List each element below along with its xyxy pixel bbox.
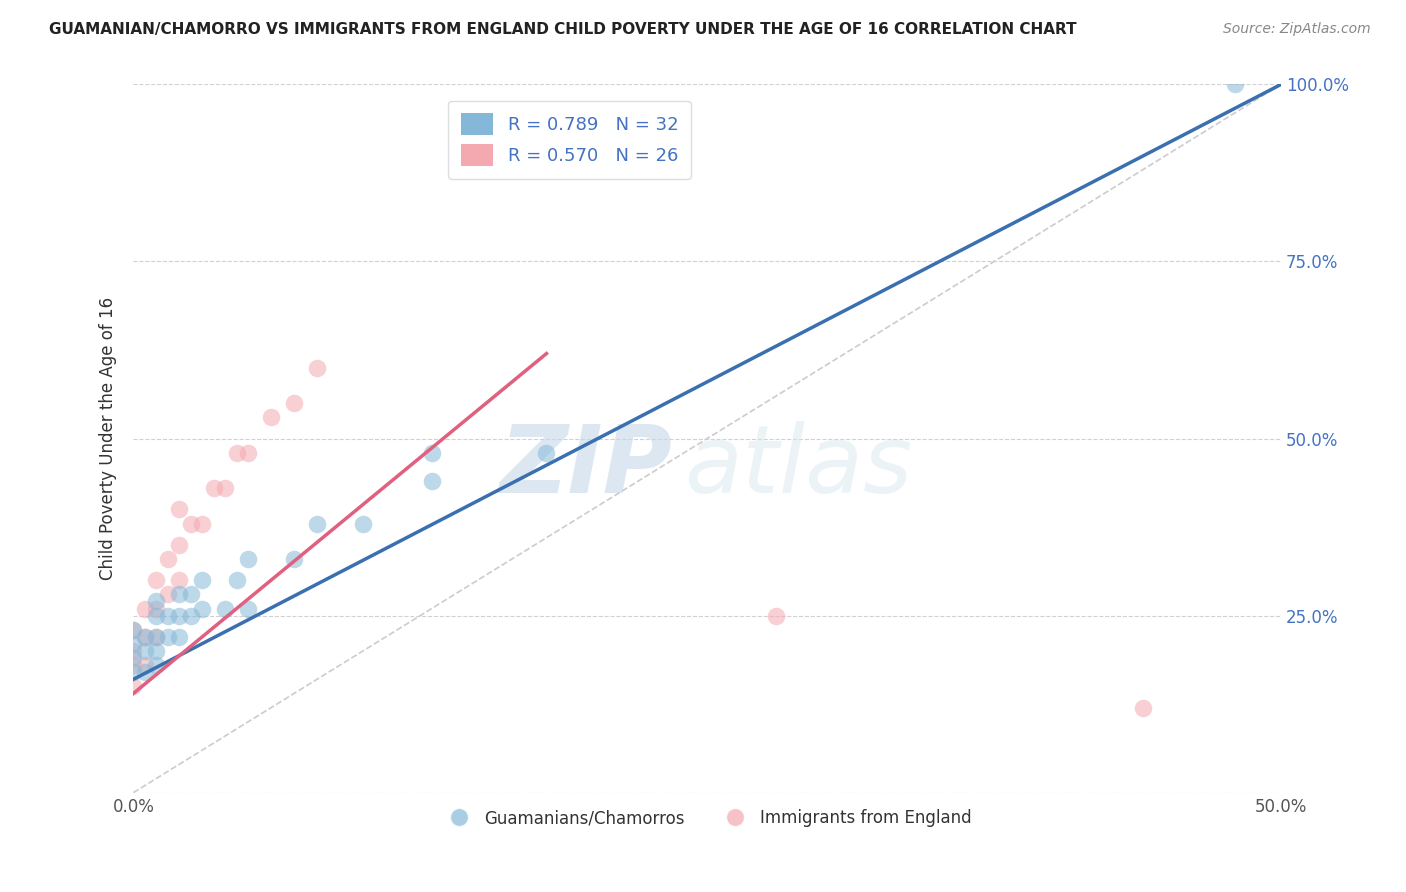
Point bbox=[420, 446, 443, 460]
Point bbox=[134, 630, 156, 644]
Text: GUAMANIAN/CHAMORRO VS IMMIGRANTS FROM ENGLAND CHILD POVERTY UNDER THE AGE OF 16 : GUAMANIAN/CHAMORRO VS IMMIGRANTS FROM EN… bbox=[49, 22, 1077, 37]
Point bbox=[122, 623, 145, 637]
Text: ZIP: ZIP bbox=[501, 421, 672, 513]
Point bbox=[202, 481, 225, 495]
Point bbox=[134, 630, 156, 644]
Point bbox=[122, 623, 145, 637]
Point bbox=[145, 644, 167, 658]
Point bbox=[225, 446, 247, 460]
Point bbox=[156, 552, 179, 566]
Point bbox=[352, 516, 374, 531]
Point bbox=[122, 658, 145, 673]
Point bbox=[305, 516, 328, 531]
Text: Source: ZipAtlas.com: Source: ZipAtlas.com bbox=[1223, 22, 1371, 37]
Point bbox=[180, 608, 202, 623]
Point bbox=[156, 608, 179, 623]
Point bbox=[305, 360, 328, 375]
Point bbox=[191, 573, 214, 587]
Point bbox=[236, 446, 259, 460]
Point bbox=[180, 587, 202, 601]
Legend: Guamanians/Chamorros, Immigrants from England: Guamanians/Chamorros, Immigrants from En… bbox=[436, 803, 979, 834]
Point bbox=[145, 658, 167, 673]
Point bbox=[156, 630, 179, 644]
Point bbox=[191, 601, 214, 615]
Point bbox=[167, 630, 190, 644]
Point bbox=[1132, 700, 1154, 714]
Point bbox=[536, 446, 558, 460]
Point bbox=[145, 573, 167, 587]
Point bbox=[145, 630, 167, 644]
Point bbox=[122, 637, 145, 651]
Point bbox=[122, 651, 145, 665]
Point bbox=[167, 573, 190, 587]
Point bbox=[122, 665, 145, 680]
Point bbox=[134, 658, 156, 673]
Point bbox=[1223, 78, 1246, 92]
Point bbox=[214, 481, 236, 495]
Point bbox=[145, 601, 167, 615]
Point bbox=[283, 396, 305, 410]
Point bbox=[260, 410, 283, 425]
Point bbox=[236, 601, 259, 615]
Point bbox=[167, 502, 190, 516]
Point bbox=[122, 680, 145, 694]
Point bbox=[145, 594, 167, 608]
Y-axis label: Child Poverty Under the Age of 16: Child Poverty Under the Age of 16 bbox=[100, 297, 117, 580]
Point bbox=[167, 587, 190, 601]
Point bbox=[134, 644, 156, 658]
Point bbox=[122, 644, 145, 658]
Point bbox=[420, 474, 443, 488]
Text: atlas: atlas bbox=[685, 421, 912, 512]
Point bbox=[214, 601, 236, 615]
Point bbox=[191, 516, 214, 531]
Point bbox=[283, 552, 305, 566]
Point bbox=[236, 552, 259, 566]
Point bbox=[225, 573, 247, 587]
Point bbox=[167, 538, 190, 552]
Point bbox=[145, 608, 167, 623]
Point bbox=[134, 665, 156, 680]
Point bbox=[134, 601, 156, 615]
Point bbox=[167, 608, 190, 623]
Point bbox=[180, 516, 202, 531]
Point bbox=[765, 608, 787, 623]
Point bbox=[156, 587, 179, 601]
Point bbox=[145, 630, 167, 644]
